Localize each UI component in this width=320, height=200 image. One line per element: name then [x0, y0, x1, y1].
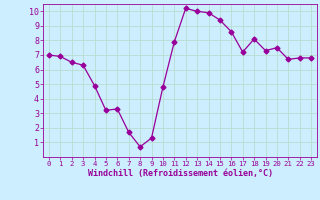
X-axis label: Windchill (Refroidissement éolien,°C): Windchill (Refroidissement éolien,°C): [87, 169, 273, 178]
